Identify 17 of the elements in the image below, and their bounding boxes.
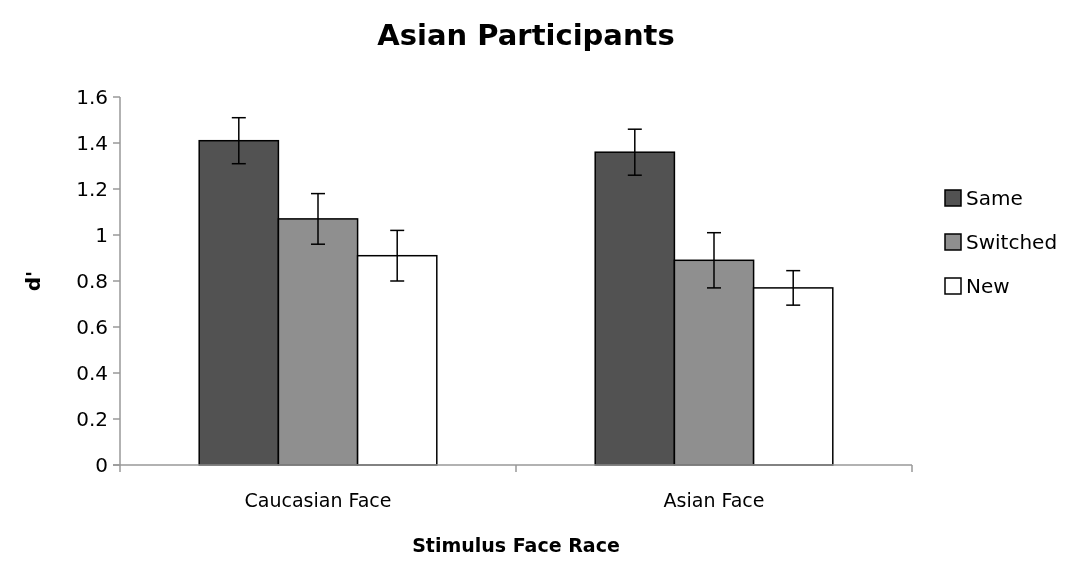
y-axis-title: d' bbox=[21, 270, 45, 292]
x-tick-label: Asian Face bbox=[663, 489, 765, 511]
y-tick-label: 0 bbox=[95, 453, 108, 477]
legend-label: Same bbox=[966, 186, 1023, 210]
chart-title: Asian Participants bbox=[377, 18, 675, 52]
y-tick-label: 0.4 bbox=[76, 361, 108, 385]
y-tick-label: 1 bbox=[95, 223, 108, 247]
y-tick-label: 1.4 bbox=[76, 131, 108, 155]
x-tick-label: Caucasian Face bbox=[244, 489, 392, 511]
y-tick-label: 0.8 bbox=[76, 269, 108, 293]
y-tick-label: 0.2 bbox=[76, 407, 108, 431]
y-tick-label: 1.6 bbox=[76, 85, 108, 109]
y-tick-label: 0.6 bbox=[76, 315, 108, 339]
y-tick-label: 1.2 bbox=[76, 177, 108, 201]
legend-label: Switched bbox=[966, 230, 1058, 254]
legend-label: New bbox=[966, 274, 1010, 298]
x-axis-title: Stimulus Face Race bbox=[412, 534, 620, 556]
